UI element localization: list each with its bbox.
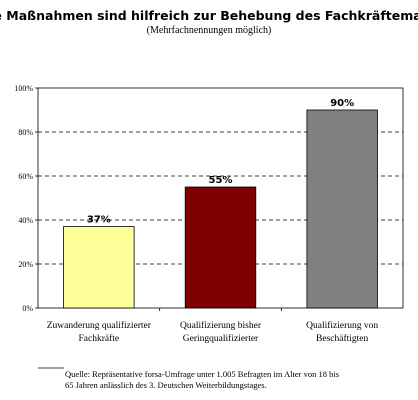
footnote: Quelle: Repräsentative forsa-Umfrage unt… <box>38 367 339 390</box>
bar <box>306 109 378 309</box>
category-label: Fachkräfte <box>79 333 120 344</box>
category-label: Qualifizierung von <box>306 320 378 331</box>
y-tick-label: 0% <box>22 304 33 313</box>
category-label: Geringqualifizierter <box>183 333 259 344</box>
category-label: Beschäftigten <box>316 333 368 344</box>
footnote-line-2: 65 Jahren anlässlich des 3. Deutschen We… <box>65 380 267 390</box>
data-label: 37% <box>87 215 111 226</box>
category-label: Zuwanderung qualifizierter <box>47 320 152 331</box>
data-label: 55% <box>209 175 233 186</box>
chart-title: Welche Maßnahmen sind hilfreich zur Behe… <box>0 8 418 23</box>
y-tick-label: 20% <box>18 260 33 269</box>
y-tick-label: 100% <box>14 84 33 93</box>
plot-area: 0% 20% 40% 60% 80% 100% 37% Zuwanderung qualifi… <box>14 84 404 344</box>
y-tick-label: 60% <box>18 172 33 181</box>
category-label: Qualifizierung bisher <box>180 320 262 331</box>
footnote-line-1: Quelle: Repräsentative forsa-Umfrage unt… <box>65 369 339 379</box>
bar <box>63 226 135 309</box>
bar <box>184 186 257 309</box>
y-tick-label: 40% <box>18 216 33 225</box>
data-label: 90% <box>330 98 354 109</box>
y-tick-label: 80% <box>18 128 33 137</box>
chart-subtitle: (Mehrfachnennungen möglich) <box>147 25 272 36</box>
